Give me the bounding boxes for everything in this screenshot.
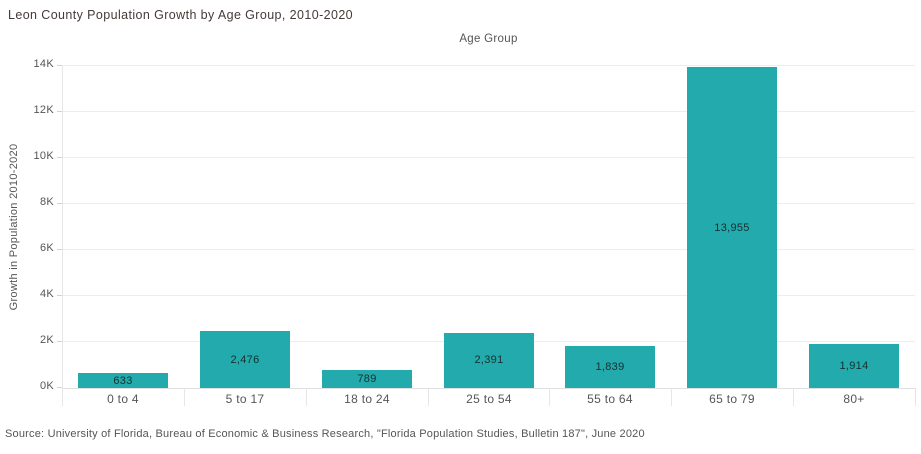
x-axis-tick — [306, 388, 307, 406]
y-tick-label: 0K — [39, 380, 54, 392]
y-tick-label: 12K — [33, 104, 54, 116]
bar[interactable]: 1,839 — [565, 345, 655, 388]
bar-value-label: 2,391 — [474, 354, 504, 367]
x-tick-label: 18 to 24 — [344, 392, 390, 406]
x-axis-tick — [184, 388, 185, 406]
y-axis-tick — [57, 387, 62, 388]
source-note: Source: University of Florida, Bureau of… — [5, 428, 645, 440]
x-axis-tick — [62, 388, 63, 406]
x-axis-tick — [428, 388, 429, 406]
y-axis-tick — [57, 65, 62, 66]
bar-value-label: 633 — [113, 374, 133, 387]
x-tick-label: 5 to 17 — [225, 392, 265, 406]
gridline — [62, 203, 915, 204]
bar[interactable]: 633 — [78, 373, 168, 388]
y-axis-tick — [57, 249, 62, 250]
bar-value-label: 13,955 — [714, 221, 750, 234]
x-axis-tick — [915, 388, 916, 406]
bar[interactable]: 2,476 — [200, 331, 290, 388]
x-axis-title: Age Group — [459, 33, 518, 45]
bar[interactable]: 789 — [322, 369, 412, 388]
y-tick-label: 8K — [39, 196, 54, 208]
gridline — [62, 388, 915, 389]
y-axis-tick — [57, 295, 62, 296]
y-axis-tick — [57, 203, 62, 204]
x-axis-tick — [671, 388, 672, 406]
y-tick-label: 2K — [39, 334, 54, 346]
y-axis-tick — [57, 111, 62, 112]
x-axis-tick — [549, 388, 550, 406]
bar-value-label: 1,839 — [595, 360, 625, 373]
x-tick-label: 25 to 54 — [466, 392, 512, 406]
x-tick-label: 55 to 64 — [587, 392, 633, 406]
bar-value-label: 1,914 — [839, 359, 869, 372]
y-axis-line — [62, 66, 63, 388]
bar-value-label: 789 — [357, 372, 377, 385]
y-axis-tick — [57, 341, 62, 342]
gridline — [62, 157, 915, 158]
bar[interactable]: 2,391 — [444, 333, 534, 388]
bar[interactable]: 1,914 — [809, 343, 899, 388]
y-tick-label: 4K — [39, 288, 54, 300]
x-tick-label: 80+ — [843, 392, 865, 406]
gridline — [62, 65, 915, 66]
gridline — [62, 295, 915, 296]
y-tick-label: 14K — [33, 58, 54, 70]
x-axis-tick — [793, 388, 794, 406]
x-tick-label: 65 to 79 — [709, 392, 755, 406]
y-axis-title: Growth in Population 2010-2020 — [8, 143, 20, 311]
y-tick-label: 6K — [39, 242, 54, 254]
bar[interactable]: 13,955 — [687, 67, 777, 388]
chart-title: Leon County Population Growth by Age Gro… — [8, 8, 354, 22]
y-axis-tick — [57, 157, 62, 158]
gridline — [62, 249, 915, 250]
x-tick-label: 0 to 4 — [107, 392, 139, 406]
y-tick-label: 10K — [33, 150, 54, 162]
bar-value-label: 2,476 — [230, 353, 260, 366]
gridline — [62, 111, 915, 112]
